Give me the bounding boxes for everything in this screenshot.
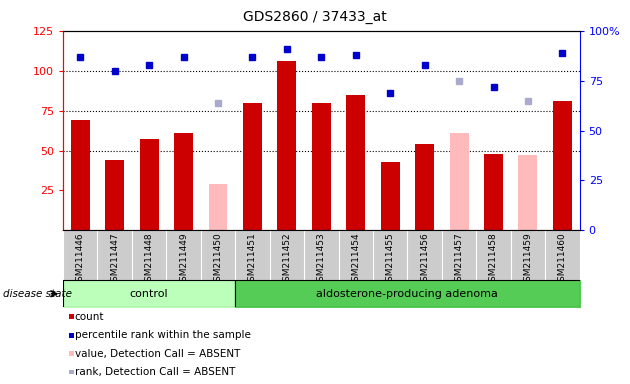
Bar	[105, 160, 124, 230]
Bar	[415, 144, 434, 230]
Bar	[140, 139, 159, 230]
Bar	[450, 133, 469, 230]
Bar	[346, 94, 365, 230]
Text: GSM211460: GSM211460	[558, 232, 567, 286]
Text: percentile rank within the sample: percentile rank within the sample	[74, 330, 251, 340]
Text: GSM211457: GSM211457	[455, 232, 464, 286]
Text: value, Detection Call = ABSENT: value, Detection Call = ABSENT	[74, 349, 240, 359]
Text: GSM211451: GSM211451	[248, 232, 257, 286]
Bar	[553, 101, 572, 230]
Text: GSM211455: GSM211455	[386, 232, 394, 286]
Bar	[484, 154, 503, 230]
Bar	[243, 103, 262, 230]
Text: control: control	[130, 289, 168, 299]
Bar	[71, 120, 89, 230]
Bar	[174, 133, 193, 230]
Text: GSM211453: GSM211453	[317, 232, 326, 286]
Text: GSM211450: GSM211450	[214, 232, 222, 286]
Text: count: count	[74, 312, 104, 322]
Bar	[277, 61, 296, 230]
Text: disease state: disease state	[3, 289, 72, 299]
Text: GSM211447: GSM211447	[110, 232, 119, 286]
Text: GSM211454: GSM211454	[352, 232, 360, 286]
Text: GSM211446: GSM211446	[76, 232, 84, 286]
Text: GSM211452: GSM211452	[282, 232, 291, 286]
Bar	[312, 103, 331, 230]
Text: GDS2860 / 37433_at: GDS2860 / 37433_at	[243, 10, 387, 23]
Text: GSM211448: GSM211448	[145, 232, 154, 286]
Text: aldosterone-producing adenoma: aldosterone-producing adenoma	[316, 289, 498, 299]
Text: rank, Detection Call = ABSENT: rank, Detection Call = ABSENT	[74, 367, 235, 377]
Bar	[209, 184, 227, 230]
Bar	[381, 162, 399, 230]
Text: GSM211456: GSM211456	[420, 232, 429, 286]
Text: GSM211458: GSM211458	[489, 232, 498, 286]
Text: GSM211459: GSM211459	[524, 232, 532, 286]
Text: GSM211449: GSM211449	[179, 232, 188, 286]
Bar	[518, 155, 537, 230]
